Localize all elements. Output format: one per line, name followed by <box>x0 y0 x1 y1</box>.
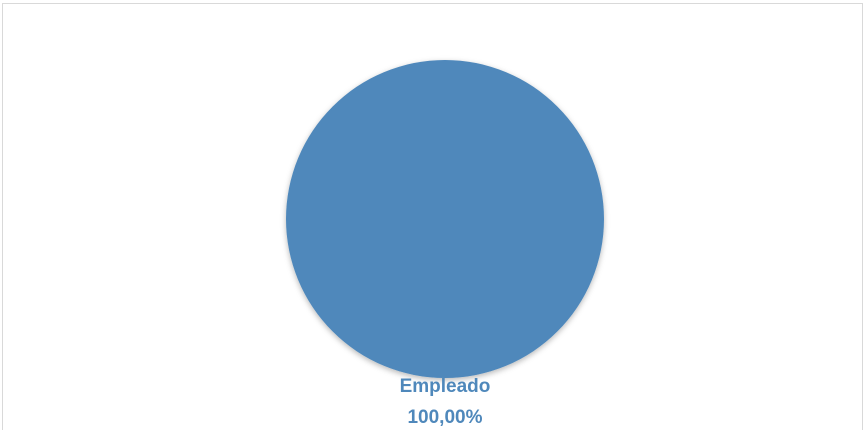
data-label-percent: 100,00% <box>407 407 482 428</box>
data-label-category: Empleado <box>400 376 491 397</box>
chart-area: Empleado 100,00% <box>2 3 863 430</box>
pie-chart: Empleado 100,00% <box>286 60 604 428</box>
pie-slice-empleado <box>286 60 604 378</box>
